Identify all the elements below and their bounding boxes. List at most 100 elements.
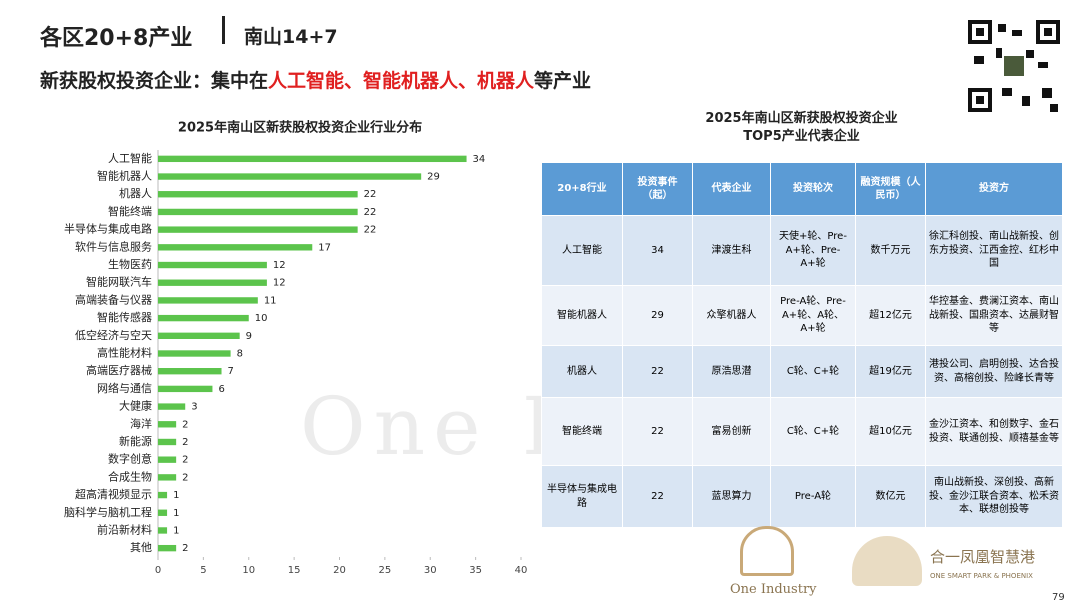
table-title: 2025年南山区新获股权投资企业 TOP5产业代表企业 <box>541 110 1062 146</box>
y-tick-label: 低空经济与空天 <box>75 328 152 342</box>
value-label: 1 <box>173 490 179 501</box>
value-label: 1 <box>173 508 179 519</box>
table-cell: 金沙江资本、和创数字、金石投资、联通创投、顺禧基金等 <box>925 397 1063 466</box>
value-label: 2 <box>182 543 188 554</box>
y-tick-label: 生物医药 <box>108 257 152 271</box>
y-tick-label: 新能源 <box>119 434 152 448</box>
y-tick-label: 机器人 <box>119 186 152 200</box>
bar <box>158 385 213 393</box>
bar <box>158 474 177 481</box>
logo-icon <box>740 526 794 576</box>
qr-code <box>966 18 1062 114</box>
x-tick-label: 0 <box>155 565 161 576</box>
bar <box>158 509 168 516</box>
column-header: 投资方 <box>925 162 1063 216</box>
bar <box>158 456 177 463</box>
y-tick-label: 智能网联汽车 <box>86 275 152 289</box>
table-cell: C轮、C+轮 <box>770 345 856 398</box>
bar <box>158 421 177 428</box>
header-subtitle: 南山14+7 <box>244 26 338 48</box>
table-cell: 超19亿元 <box>855 345 926 398</box>
table-row: 人工智能 34 津渡生科 天使+轮、Pre-A+轮、Pre-A+轮 数千万元 徐汇科创投、… <box>541 215 1063 286</box>
y-tick-label: 软件与信息服务 <box>75 239 152 253</box>
value-label: 8 <box>237 349 243 360</box>
table-cell: 智能终端 <box>541 397 623 466</box>
bar <box>158 173 422 180</box>
column-header: 代表企业 <box>692 162 771 216</box>
x-tick-label: 30 <box>424 565 437 576</box>
x-tick-label: 35 <box>469 565 482 576</box>
bar <box>158 226 358 233</box>
bar <box>158 527 168 534</box>
table-row: 半导体与集成电路 22 蓝思算力 Pre-A轮 数亿元 南山战新投、深创投、高新投、金沙江… <box>541 465 1063 528</box>
footer-partner: 合一凤凰智慧港 <box>930 548 1036 566</box>
table-cell: 智能机器人 <box>541 285 623 346</box>
y-tick-label: 智能机器人 <box>97 169 152 183</box>
bar <box>158 314 249 322</box>
y-tick-label: 大健康 <box>119 399 152 413</box>
table-row: 机器人 22 原浩思潜 C轮、C+轮 超19亿元 港投公司、启明创投、达合投资、高榕创投、… <box>541 345 1063 398</box>
headline-part: 新获股权投资企业：集中在 <box>40 70 269 92</box>
value-label: 11 <box>264 295 277 306</box>
bar <box>158 350 231 357</box>
table-cell: 港投公司、启明创投、达合投资、高榕创投、险峰长青等 <box>925 345 1063 398</box>
table-cell: 原浩思潜 <box>692 345 771 398</box>
headline-highlight: 人工智能、智能机器人、机器人 <box>268 70 535 92</box>
bar <box>158 297 258 304</box>
value-label: 17 <box>318 242 331 253</box>
bar <box>158 208 358 216</box>
bar <box>158 368 222 375</box>
table-cell: 22 <box>622 465 693 528</box>
page-number: 79 <box>1052 592 1065 603</box>
value-label: 2 <box>182 472 188 483</box>
bar <box>158 544 177 552</box>
table-cell: 津渡生科 <box>692 215 771 286</box>
y-tick-label: 高性能材料 <box>97 346 152 360</box>
table-cell: 天使+轮、Pre-A+轮、Pre-A+轮 <box>770 215 856 286</box>
value-label: 12 <box>273 278 286 289</box>
x-tick-label: 10 <box>242 565 255 576</box>
chart-title: 2025年南山区新获股权投资企业行业分布 <box>178 120 422 136</box>
bar <box>158 438 177 446</box>
value-label: 22 <box>364 189 377 200</box>
x-tick-label: 20 <box>333 565 346 576</box>
value-label: 2 <box>182 419 188 430</box>
header-title: 各区20+8产业 <box>40 26 193 51</box>
table-row: 智能机器人 29 众擎机器人 Pre-A轮、Pre-A+轮、A轮、A+轮 超12亿元 华控… <box>541 285 1063 346</box>
table-cell: 众擎机器人 <box>692 285 771 346</box>
bar <box>158 403 186 410</box>
table-cell: C轮、C+轮 <box>770 397 856 466</box>
bar <box>158 155 467 163</box>
value-label: 3 <box>191 402 197 413</box>
table-cell: 29 <box>622 285 693 346</box>
column-header: 投资事件（起） <box>622 162 693 216</box>
table-title-line: 2025年南山区新获股权投资企业 <box>705 111 898 126</box>
y-tick-label: 半导体与集成电路 <box>64 222 152 236</box>
table-cell: 数千万元 <box>855 215 926 286</box>
y-tick-label: 超高清视频显示 <box>75 487 152 501</box>
table-cell: 半导体与集成电路 <box>541 465 623 528</box>
table-cell: 34 <box>622 215 693 286</box>
x-tick-label: 5 <box>200 565 206 576</box>
bar <box>158 191 358 198</box>
table-cell: Pre-A轮、Pre-A+轮、A轮、A+轮 <box>770 285 856 346</box>
value-label: 10 <box>255 313 268 324</box>
value-label: 34 <box>473 154 486 165</box>
table-cell: 富易创新 <box>692 397 771 466</box>
y-tick-label: 其他 <box>130 541 152 554</box>
y-tick-label: 高端装备与仪器 <box>75 292 152 306</box>
table: 20+8行业 投资事件（起） 代表企业 投资轮次 融资规模（人民币） 投资方 人工智能 34 津… <box>541 162 1063 528</box>
y-tick-label: 数字创意 <box>108 452 152 466</box>
y-tick-label: 海洋 <box>130 416 152 430</box>
x-tick-label: 15 <box>288 565 301 576</box>
table-title-line: TOP5产业代表企业 <box>743 129 860 144</box>
table-cell: 数亿元 <box>855 465 926 528</box>
table-row: 智能终端 22 富易创新 C轮、C+轮 超10亿元 金沙江资本、和创数字、金石投资、联通创… <box>541 397 1063 466</box>
table-cell: 南山战新投、深创投、高新投、金沙江联合资本、松禾资本、联想创投等 <box>925 465 1063 528</box>
value-label: 9 <box>246 331 252 342</box>
separator <box>222 16 225 44</box>
y-tick-label: 前沿新材料 <box>97 522 152 536</box>
table-cell: 华控基金、费澜江资本、南山战新投、国鼎资本、达晨财智等 <box>925 285 1063 346</box>
column-header: 投资轮次 <box>770 162 856 216</box>
